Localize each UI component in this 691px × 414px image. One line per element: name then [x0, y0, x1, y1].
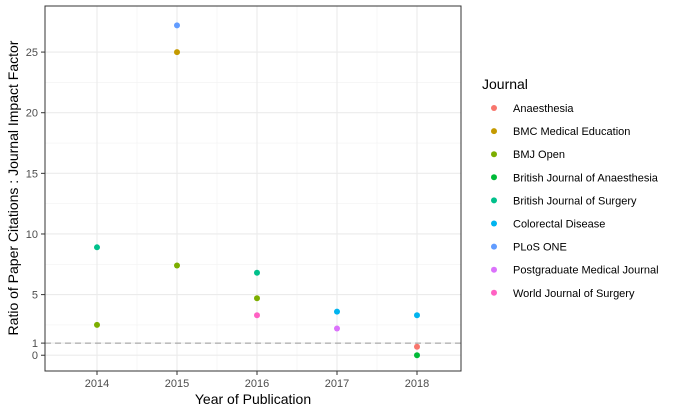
x-tick-label: 2017 [325, 378, 349, 390]
x-axis-ticks: 2014 2015 2016 2017 2018 [85, 371, 429, 390]
x-axis-title: Year of Publication [195, 391, 311, 407]
data-point [254, 269, 260, 276]
data-point [174, 262, 180, 269]
data-point [414, 343, 420, 350]
legend-label: BMC Medical Education [513, 126, 630, 138]
y-axis-title: Ratio of Paper Citations : Journal Impac… [5, 40, 21, 335]
x-tick-label: 2016 [245, 378, 269, 390]
legend-label: World Journal of Surgery [513, 288, 635, 300]
legend-label: PLoS ONE [513, 242, 567, 254]
data-point [414, 312, 420, 319]
legend-key [491, 151, 497, 158]
legend-label: Anaesthesia [513, 103, 574, 115]
y-tick-label: 10 [26, 229, 38, 241]
data-point [414, 352, 420, 359]
legend-items: Anaesthesia BMC Medical Education BMJ Open… [491, 103, 659, 300]
legend-key [491, 243, 497, 250]
legend-label: British Journal of Anaesthesia [513, 172, 659, 184]
plot-border [44, 5, 462, 372]
legend-label: Colorectal Disease [513, 219, 605, 231]
data-point [174, 49, 180, 56]
data-point [94, 244, 100, 251]
y-tick-label: 25 [26, 47, 38, 59]
legend-label: Postgraduate Medical Journal [513, 265, 659, 277]
legend: Journal Anaesthesia BMC Medical Education… [482, 76, 659, 300]
legend-label: BMJ Open [513, 149, 565, 161]
legend-title: Journal [482, 76, 528, 92]
legend-key [491, 220, 497, 227]
y-tick-label: 0 [32, 350, 38, 362]
legend-key [491, 174, 497, 181]
x-tick-label: 2014 [85, 378, 109, 390]
data-point [254, 312, 260, 319]
data-point [334, 325, 340, 332]
data-points [94, 22, 420, 359]
legend-key [491, 105, 497, 111]
data-point [174, 22, 180, 29]
data-point [254, 295, 260, 302]
data-point [334, 308, 340, 315]
legend-key [491, 266, 497, 273]
plot-background [45, 6, 461, 371]
legend-label: British Journal of Surgery [513, 195, 637, 207]
x-tick-label: 2018 [405, 378, 429, 390]
x-tick-label: 2015 [165, 378, 189, 390]
y-tick-label: 1 [32, 338, 38, 350]
y-tick-label: 20 [26, 108, 38, 120]
legend-key [491, 128, 497, 135]
y-tick-label: 5 [32, 290, 38, 302]
legend-key [491, 197, 497, 204]
data-point [94, 321, 100, 328]
y-tick-label: 15 [26, 168, 38, 180]
legend-key [491, 289, 497, 296]
